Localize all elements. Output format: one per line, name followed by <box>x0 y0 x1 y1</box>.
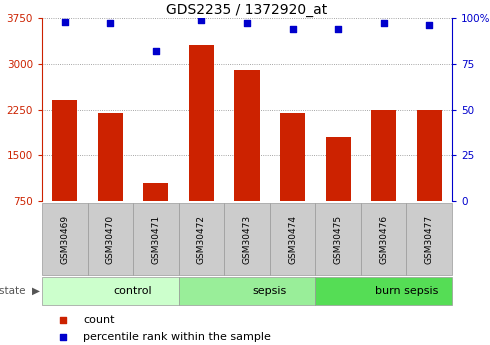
Bar <box>52 100 77 201</box>
Bar <box>133 203 179 275</box>
Bar <box>406 203 452 275</box>
Point <box>61 19 69 24</box>
Text: GSM30475: GSM30475 <box>334 215 343 264</box>
Point <box>380 21 388 26</box>
Bar <box>98 112 123 201</box>
Bar <box>316 277 452 305</box>
Text: GSM30471: GSM30471 <box>151 215 160 264</box>
Text: sepsis: sepsis <box>253 286 287 296</box>
Bar <box>144 183 169 201</box>
Text: GSM30473: GSM30473 <box>243 215 251 264</box>
Text: count: count <box>83 315 115 325</box>
Text: disease state  ▶: disease state ▶ <box>0 286 40 296</box>
Point <box>429 99 437 104</box>
Point <box>197 17 205 22</box>
Bar <box>42 203 88 275</box>
Text: GSM30476: GSM30476 <box>379 215 388 264</box>
Bar <box>179 203 224 275</box>
Text: GSM30469: GSM30469 <box>60 215 69 264</box>
Bar <box>224 203 270 275</box>
Bar <box>361 203 406 275</box>
Bar <box>371 109 396 201</box>
Point <box>152 48 160 54</box>
Point <box>429 254 437 260</box>
Bar <box>179 277 316 305</box>
Point <box>334 26 342 32</box>
Bar <box>280 112 305 201</box>
Bar <box>325 137 351 201</box>
Bar <box>42 277 179 305</box>
Bar <box>270 203 316 275</box>
Text: GSM30477: GSM30477 <box>425 215 434 264</box>
Point <box>289 26 296 32</box>
Point <box>425 22 433 28</box>
Point <box>243 21 251 26</box>
Text: GSM30470: GSM30470 <box>106 215 115 264</box>
Text: burn sepsis: burn sepsis <box>375 286 438 296</box>
Bar <box>235 70 260 201</box>
Text: GSM30472: GSM30472 <box>197 215 206 264</box>
Text: control: control <box>114 286 152 296</box>
Point <box>106 21 114 26</box>
Title: GDS2235 / 1372920_at: GDS2235 / 1372920_at <box>167 3 328 17</box>
Bar <box>189 46 214 201</box>
Text: percentile rank within the sample: percentile rank within the sample <box>83 332 271 342</box>
Text: GSM30474: GSM30474 <box>288 215 297 264</box>
Bar <box>416 109 442 201</box>
Bar <box>316 203 361 275</box>
Bar <box>88 203 133 275</box>
